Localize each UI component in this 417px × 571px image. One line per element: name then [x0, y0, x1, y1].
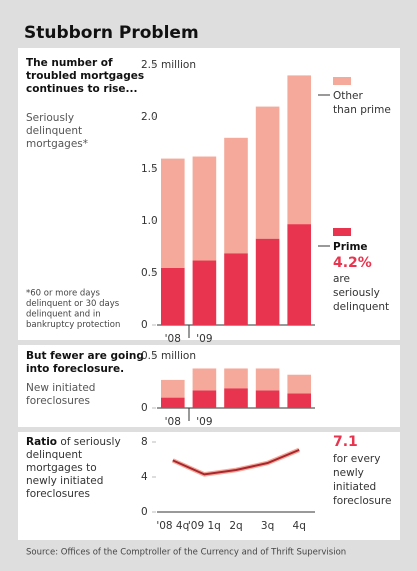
bar-segment	[161, 379, 185, 398]
y-tick-label: 4	[141, 471, 148, 483]
bar-segment	[287, 393, 311, 408]
panel	[18, 432, 400, 540]
annotation-value: 7.1	[333, 434, 358, 450]
bar-segment	[224, 368, 248, 389]
bar-segment	[224, 253, 248, 325]
bar-segment	[255, 238, 280, 325]
panel-heading: into foreclosure.	[26, 363, 124, 375]
annotation-text: seriously	[333, 287, 380, 299]
panel-heading: mortgages to	[26, 462, 97, 474]
page-title: Stubborn Problem	[24, 23, 199, 43]
y-tick-label: 8	[141, 436, 148, 448]
bar-segment	[287, 75, 311, 225]
bar-segment	[161, 158, 185, 268]
panel-heading: troubled mortgages	[26, 70, 144, 82]
bar-segment	[192, 390, 217, 408]
x-tick-label: 4q	[293, 520, 306, 532]
y-tick-label: 0	[141, 319, 148, 331]
bar-segment	[224, 137, 248, 254]
panel-subheading: foreclosures	[26, 395, 90, 407]
panel-heading: newly initiated	[26, 475, 103, 487]
bar-segment	[161, 267, 185, 325]
y-tick-label: 2.5 million	[141, 59, 196, 71]
y-tick-label: 1.0	[141, 215, 158, 227]
annotation-value: 4.2%	[333, 255, 372, 271]
bar-segment	[255, 368, 280, 391]
legend-label: Other than prime	[333, 90, 391, 116]
annotation-text: newly	[333, 467, 364, 479]
bar-segment	[287, 374, 311, 394]
x-tick-label: '09	[196, 416, 212, 428]
bar-segment	[161, 397, 185, 408]
y-tick-label: 0.5 million	[141, 350, 196, 362]
bar-segment	[192, 156, 217, 261]
panel-subheading: mortgages*	[26, 138, 88, 150]
source: Source: Offices of the Comptroller of th…	[26, 548, 346, 558]
x-tick-label: '08	[165, 333, 181, 345]
bar-segment	[255, 390, 280, 408]
panel-heading: foreclosures	[26, 488, 90, 500]
x-tick-label: 3q	[261, 520, 274, 532]
panel-heading: The number of	[26, 57, 113, 69]
bar-segment	[255, 106, 280, 239]
footnote: delinquent and in	[26, 310, 101, 320]
panel-subheading: New initiated	[26, 382, 95, 394]
panel-heading: But fewer are going	[26, 350, 144, 362]
bar-segment	[287, 224, 311, 325]
annotation-text: delinquent	[333, 301, 389, 313]
heading: of seriously	[57, 436, 121, 448]
y-tick-label: 0	[141, 402, 148, 414]
legend-swatch	[333, 77, 351, 85]
x-tick-label: '08	[165, 416, 181, 428]
panel-heading: Ratio of seriously	[26, 436, 121, 448]
annotation-text: foreclosure	[333, 495, 391, 507]
y-tick-label: 2.0	[141, 111, 158, 123]
legend-label: Prime	[333, 241, 368, 253]
legend-line: Other	[333, 90, 363, 102]
footnote: delinquent or 30 days	[26, 299, 120, 309]
panel-heading: continues to rise...	[26, 83, 138, 95]
footnote: *60 or more days	[26, 289, 101, 299]
bar-segment	[224, 388, 248, 408]
heading-bold: Ratio	[26, 436, 57, 448]
y-tick-label: 1.5	[141, 163, 158, 175]
annotation-text: initiated	[333, 481, 376, 493]
x-tick-label: '08 4q	[156, 520, 189, 532]
bar-segment	[192, 368, 217, 391]
x-tick-label: 2q	[229, 520, 242, 532]
panel-subheading: Seriously	[26, 112, 74, 124]
y-tick-label: 0	[141, 506, 148, 518]
y-tick-label: 0.5	[141, 267, 158, 279]
x-tick-label: '09	[196, 333, 212, 345]
legend-line: than prime	[333, 104, 391, 116]
line	[172, 448, 300, 476]
bar-segment	[192, 260, 217, 325]
annotation-text: are	[333, 273, 350, 285]
panel-heading: delinquent	[26, 449, 82, 461]
legend-swatch	[333, 228, 351, 236]
footnote: bankruptcy protection	[26, 320, 120, 330]
annotation-text: for every	[333, 453, 380, 465]
panel-subheading: delinquent	[26, 125, 82, 137]
x-tick-label: '09 1q	[188, 520, 221, 532]
